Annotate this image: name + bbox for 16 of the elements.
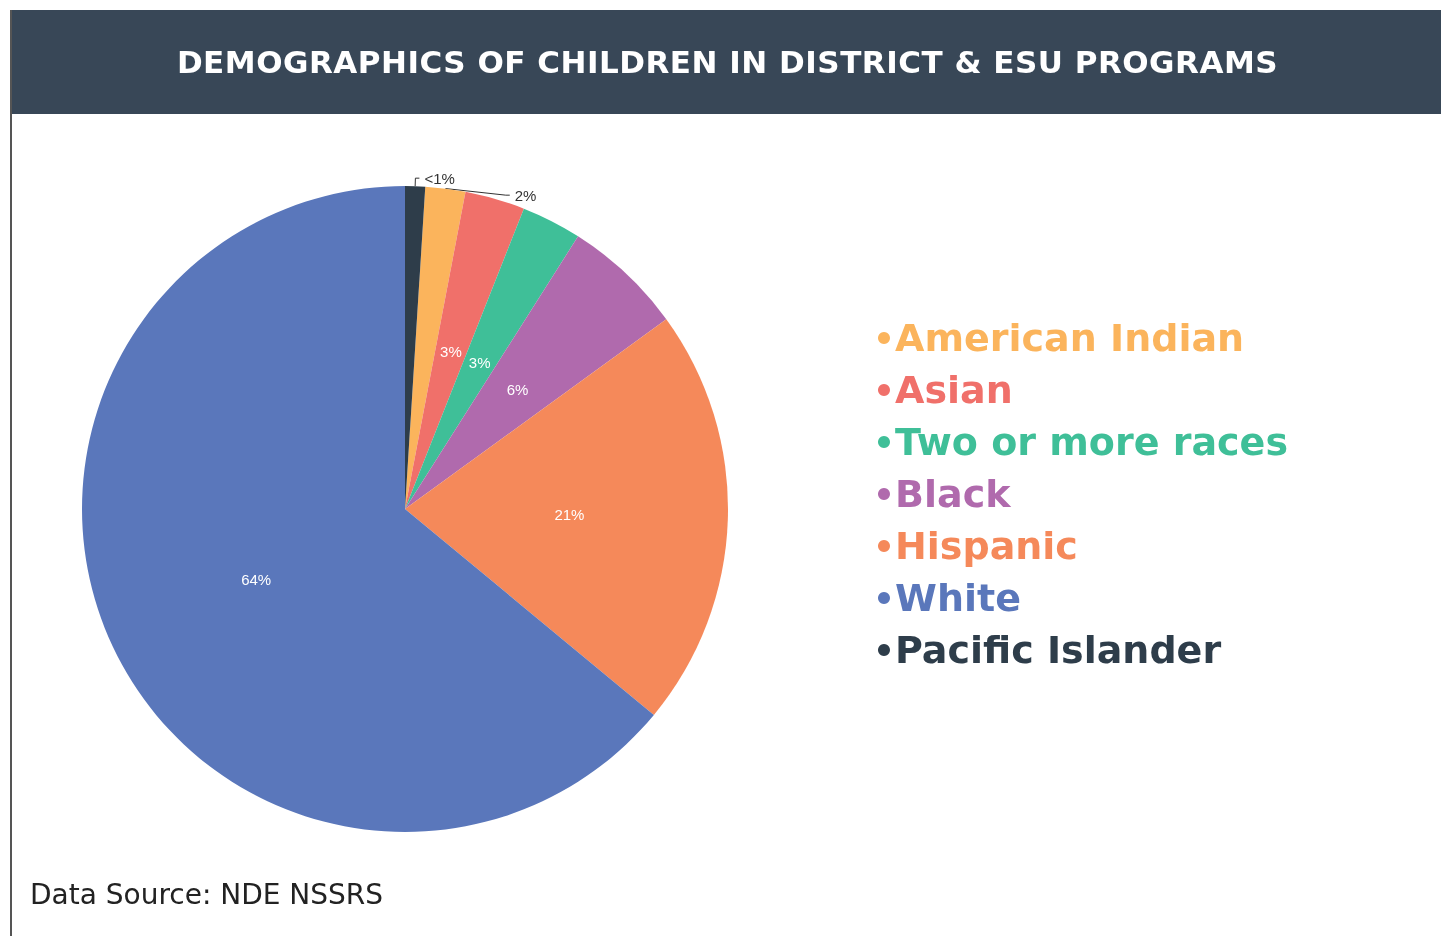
source-note: Data Source: NDE NSSRS	[30, 878, 384, 911]
data-label: 21%	[554, 505, 585, 523]
data-label: 3%	[440, 342, 462, 360]
legend-label: Asian	[894, 368, 1013, 412]
legend-label: White	[894, 576, 1021, 620]
chart-title: DEMOGRAPHICS OF CHILDREN IN DISTRICT & ESU PROGRAMS	[12, 10, 1441, 114]
data-label: 2%	[514, 186, 537, 204]
legend-label: American Indian	[894, 316, 1245, 360]
data-label: 6%	[506, 380, 529, 398]
legend-label: Two or more races	[894, 420, 1289, 464]
legend-label: Hispanic	[894, 524, 1078, 568]
data-label: <1%	[424, 169, 455, 187]
legend-label: Pacific Islander	[894, 628, 1222, 672]
data-label: 3%	[468, 353, 491, 371]
data-label: 64%	[241, 570, 272, 588]
legend-label: Black	[894, 472, 1012, 516]
